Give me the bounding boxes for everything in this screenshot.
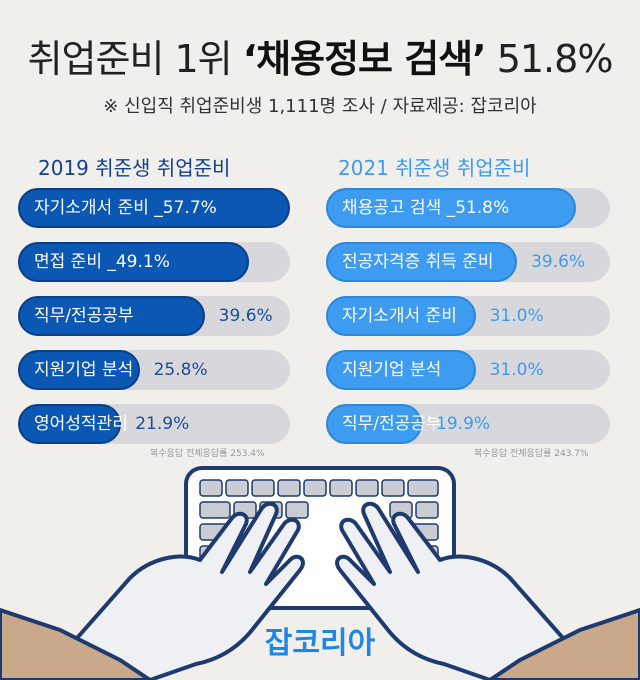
bar bbox=[326, 188, 576, 228]
chart-2019-row: 지원기업 분석 25.8% bbox=[18, 350, 290, 390]
bar bbox=[18, 188, 290, 228]
headline-suffix: 51.8% bbox=[496, 37, 614, 81]
bar bbox=[18, 404, 122, 444]
chart-2021-row: 직무/전공공부 19.9% bbox=[326, 404, 610, 444]
chart-2021-row: 전공자격증 취득 준비 39.6% bbox=[326, 242, 610, 282]
bar-value-label: 31.0% bbox=[489, 360, 544, 380]
bar-label: 채용공고 검색 _51.8% bbox=[342, 198, 510, 218]
bar-value-label: 31.0% bbox=[489, 306, 544, 326]
bar-label: 면접 준비 _49.1% bbox=[34, 252, 170, 272]
headline: 취업준비 1위 ‘채용정보 검색’ 51.8% bbox=[0, 28, 640, 83]
bar-value-label: 19.9% bbox=[436, 414, 491, 434]
bar-label: 영어성적관리 bbox=[34, 414, 128, 434]
bar-label: 전공자격증 취득 준비 bbox=[342, 252, 494, 272]
bar-value-label: 39.6% bbox=[531, 252, 586, 272]
chart-2021-row: 자기소개서 준비 31.0% bbox=[326, 296, 610, 336]
bar bbox=[18, 350, 140, 390]
bar-value-label: 25.8% bbox=[153, 360, 208, 380]
chart-2019-row: 직무/전공공부 39.6% bbox=[18, 296, 290, 336]
chart-2021-note: 복수응답 전체응답률 243.7% bbox=[474, 449, 589, 459]
survey-note: ※ 신입직 취업준비생 1,111명 조사 / 자료제공: 잡코리아 bbox=[103, 96, 537, 117]
chart-2021-title: 2021 취준생 취업준비 bbox=[338, 156, 531, 180]
bar bbox=[326, 404, 423, 444]
bar-value-label: 39.6% bbox=[218, 306, 273, 326]
headline-prefix: 취업준비 1위 bbox=[27, 37, 233, 81]
bar bbox=[18, 242, 250, 282]
bar-label: 자기소개서 준비 _57.7% bbox=[34, 198, 217, 218]
bar bbox=[326, 350, 476, 390]
left-sleeve-icon bbox=[0, 607, 154, 680]
chart-2019-row: 자기소개서 준비 _57.7% bbox=[18, 188, 290, 228]
right-sleeve-icon bbox=[486, 607, 640, 680]
brand-logo-text: 잡코리아 bbox=[264, 626, 376, 661]
left-hand-icon bbox=[38, 501, 305, 680]
bar bbox=[326, 296, 476, 336]
bar-value-label: 21.9% bbox=[135, 414, 190, 434]
chart-2019-title: 2019 취준생 취업준비 bbox=[38, 156, 231, 180]
chart-2021-row: 지원기업 분석 31.0% bbox=[326, 350, 610, 390]
bar bbox=[326, 242, 518, 282]
bar-label: 자기소개서 준비 bbox=[342, 306, 457, 326]
chart-2019-row: 면접 준비 _49.1% bbox=[18, 242, 290, 282]
chart-2021-row: 채용공고 검색 _51.8% bbox=[326, 188, 610, 228]
headline-highlight: ‘채용정보 검색’ bbox=[242, 37, 487, 81]
chart-2019-row: 영어성적관리 21.9% bbox=[18, 404, 290, 444]
keyboard-hands-illustration bbox=[0, 466, 640, 680]
bar-label: 직무/전공공부 bbox=[34, 306, 134, 326]
bar bbox=[18, 296, 205, 336]
bar-label: 직무/전공공부 bbox=[342, 414, 442, 434]
chart-2019-note: 복수응답 전체응답률 253.4% bbox=[150, 449, 265, 459]
right-hand-icon bbox=[335, 501, 602, 680]
bar-label: 지원기업 분석 bbox=[342, 360, 442, 380]
bar-label: 지원기업 분석 bbox=[34, 360, 134, 380]
